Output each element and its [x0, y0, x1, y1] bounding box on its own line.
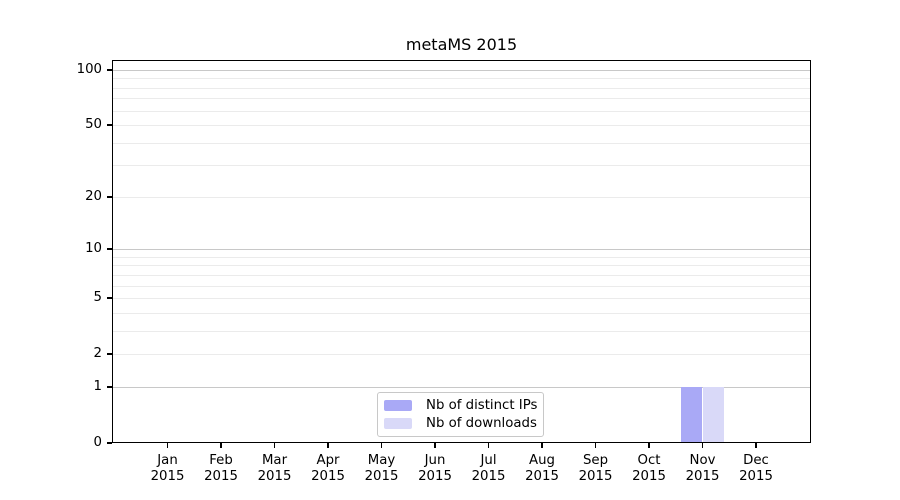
x-tick-label: Feb 2015 [193, 453, 249, 484]
chart-title: metaMS 2015 [405, 35, 518, 54]
legend-item-distinct-ips: Nb of distinct IPs [384, 397, 537, 414]
legend-label-downloads: Nb of downloads [426, 416, 537, 431]
x-tick-label-month: Aug [529, 453, 555, 468]
gridline-minor [112, 256, 811, 258]
x-tick-label-year: 2015 [471, 468, 506, 484]
x-tick-mark [380, 443, 383, 448]
y-tick-mark [107, 196, 112, 198]
y-tick-label: 10 [85, 241, 102, 257]
gridline-minor [112, 298, 811, 300]
gridline-minor [112, 196, 811, 198]
gridline-minor [112, 274, 811, 276]
x-tick-label: Jun 2015 [407, 453, 463, 484]
x-tick-label-year: 2015 [418, 468, 452, 484]
legend: Nb of distinct IPs Nb of downloads [377, 392, 544, 437]
y-tick-label: 20 [85, 188, 102, 204]
x-tick-label-year: 2015 [311, 468, 345, 484]
y-tick-mark [107, 386, 112, 388]
x-tick-label-month: Jul [480, 453, 497, 468]
x-tick-mark [487, 443, 490, 448]
x-tick-label-month: Nov [689, 453, 716, 468]
gridline-minor [112, 125, 811, 127]
y-tick-label: 100 [76, 62, 102, 77]
y-tick-label: 1 [93, 378, 102, 394]
x-tick-label-year: 2015 [525, 468, 559, 484]
x-tick-mark [541, 443, 543, 448]
x-tick-label-year: 2015 [578, 468, 613, 484]
legend-swatch-downloads [384, 418, 412, 429]
y-tick-label: 2 [93, 346, 102, 362]
x-tick-mark [701, 443, 704, 448]
x-tick-label: Apr 2015 [300, 453, 356, 484]
x-tick-label-month: Jan [157, 453, 178, 468]
x-tick-label: Jul 2015 [461, 453, 517, 484]
x-tick-label-year: 2015 [364, 468, 399, 484]
x-tick-label-month: Mar [261, 453, 288, 468]
x-tick-mark [648, 443, 650, 448]
gridline-minor [112, 98, 811, 100]
x-tick-label: Jan 2015 [140, 453, 196, 484]
legend-swatch-distinct-ips [384, 400, 412, 411]
gridline-minor [112, 285, 811, 287]
x-tick-label: Aug 2015 [514, 453, 570, 484]
x-tick-mark [273, 443, 276, 448]
x-tick-mark [434, 443, 436, 448]
gridline-major [112, 70, 811, 71]
x-tick-label: Mar 2015 [247, 453, 303, 484]
gridline-minor [112, 142, 811, 144]
x-tick-label-month: Dec [743, 453, 769, 468]
y-tick-label: 50 [85, 117, 102, 133]
gridline-major [112, 249, 811, 251]
gridline-minor [112, 165, 811, 167]
x-tick-label: Dec 2015 [728, 453, 784, 484]
x-tick-label: Nov 2015 [675, 453, 731, 484]
gridline-major [112, 386, 811, 388]
y-tick-mark [107, 124, 112, 126]
x-tick-mark [755, 443, 757, 448]
x-tick-mark [327, 443, 329, 448]
x-tick-label-month: Feb [209, 453, 233, 468]
gridline-minor [112, 330, 811, 332]
y-tick-label: 0 [93, 435, 102, 450]
y-tick-mark [107, 69, 112, 71]
y-tick-mark [107, 248, 112, 250]
x-tick-label: Sep 2015 [568, 453, 624, 484]
x-tick-mark [220, 443, 222, 448]
x-tick-label-year: 2015 [204, 468, 238, 484]
x-tick-label-year: 2015 [632, 468, 666, 484]
gridline-minor [112, 87, 811, 89]
gridline-minor [112, 265, 811, 267]
x-tick-label-month: Sep [582, 453, 609, 468]
x-tick-mark [594, 443, 597, 448]
x-tick-label-month: Apr [316, 453, 340, 468]
bar-distinct-ips [681, 386, 703, 443]
x-tick-label-year: 2015 [150, 468, 185, 484]
y-tick-label: 5 [93, 290, 102, 306]
x-tick-label-year: 2015 [739, 468, 773, 484]
x-tick-label-month: Jun [424, 453, 446, 468]
gridline-minor [112, 110, 811, 112]
y-tick-mark [107, 297, 112, 299]
x-tick-label-month: Oct [637, 453, 661, 468]
gridline-minor [112, 354, 811, 356]
x-tick-label: Oct 2015 [621, 453, 677, 484]
x-tick-label-year: 2015 [257, 468, 292, 484]
gridline-minor [112, 312, 811, 314]
x-tick-label: May 2015 [354, 453, 410, 484]
plot-area [112, 60, 811, 443]
y-tick-mark [107, 353, 112, 355]
legend-label-distinct-ips: Nb of distinct IPs [426, 398, 538, 413]
y-tick-mark [107, 442, 112, 444]
bar-downloads [702, 386, 724, 443]
x-tick-label-year: 2015 [685, 468, 720, 484]
x-tick-mark [166, 443, 169, 448]
x-tick-label-month: May [367, 453, 396, 468]
legend-item-downloads: Nb of downloads [384, 415, 537, 432]
gridline-minor [112, 78, 811, 80]
